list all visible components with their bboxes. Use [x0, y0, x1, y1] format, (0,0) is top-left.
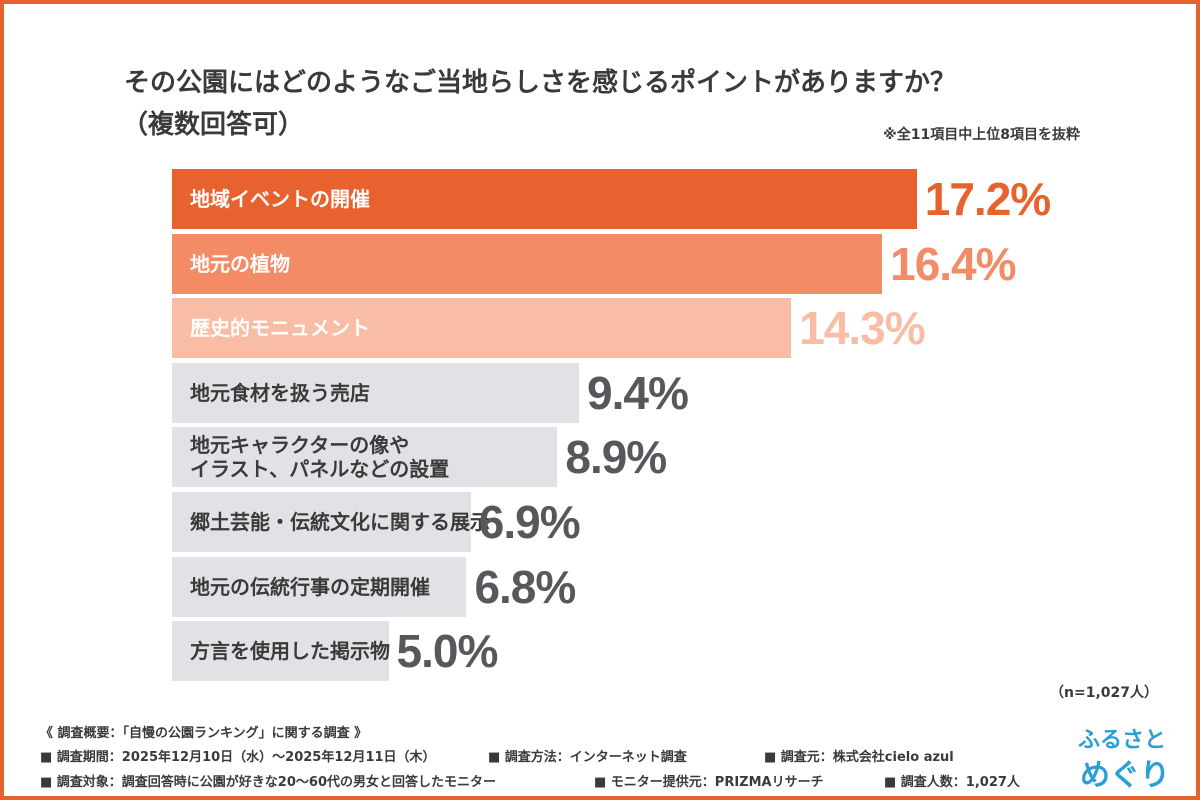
footer-heading: 《 調査概要：「自慢の公園ランキング」に関する調査 》 [40, 726, 368, 741]
chart-subtitle: （複数回答可） [122, 110, 305, 140]
category-label: 地域イベントの開催 [190, 187, 370, 211]
category-label: 郷土芸能・伝統文化に関する展示 [190, 510, 490, 534]
bar [172, 492, 471, 552]
category-label: 方言を使用した掲示物 [190, 639, 390, 664]
value-label: 16.4% [890, 237, 1016, 290]
value-label: 8.9% [565, 431, 667, 484]
bar [172, 169, 917, 229]
value-label: 5.0% [396, 625, 499, 678]
bar [172, 427, 558, 488]
bar [172, 621, 389, 682]
footer-item: ■ 調査方法：インターネット調査 [488, 750, 687, 765]
sample-note: （n=1,027人） [1050, 685, 1158, 701]
chart-title: その公園にはどのようなご当地らしさを感じるポイントがありますか？ [124, 68, 957, 98]
category-label: 地元食材を扱う売店 [190, 380, 370, 405]
footer-item: ■ 調査元：株式会社cielo azul [764, 750, 954, 765]
footer-item: ■ 調査人数：1,027人 [884, 775, 1020, 790]
bar [172, 233, 883, 294]
footer-item: ■ 調査期間：2025年12月10日（水）～2025年12月11日（木） [40, 750, 436, 765]
footer-item: ■ モニター提供元：PRIZMAリサーチ [594, 775, 824, 790]
value-label: 9.4% [587, 366, 689, 419]
bar [172, 556, 467, 617]
category-label: 地元の植物 [190, 251, 290, 276]
category-label: 歴史的モニュメント [190, 316, 370, 341]
note: ※全11項目中上位8項目を抜粋 [883, 127, 1080, 143]
logo: ふるさと めぐり [1072, 716, 1170, 796]
footer-item: ■ 調査対象：調査回答時に公園が好きな20～60代の男女と回答したモニター [40, 775, 496, 790]
value-label: 17.2% [924, 173, 1051, 225]
logo-text: ふるさと [1078, 728, 1167, 753]
bar [172, 298, 792, 359]
value-label: 6.8% [474, 560, 576, 613]
category-label: 地元の伝統行事の定期開催 [190, 574, 430, 599]
value-label: 14.3% [799, 302, 925, 355]
value-label: 6.9% [478, 496, 581, 548]
category-label: 地元キャラクターの像や イラスト、パネルなどの設置 [190, 433, 450, 482]
bar [172, 362, 580, 423]
logo-text: めぐり [1080, 758, 1170, 793]
